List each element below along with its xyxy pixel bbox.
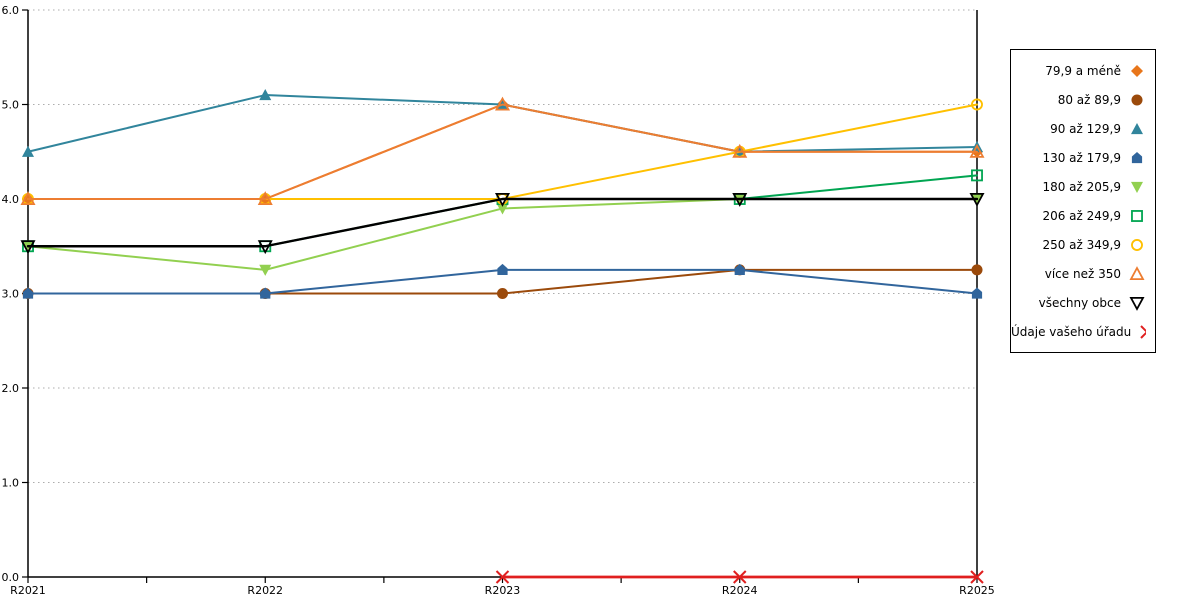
legend-marker-triangle-up-icon: [1131, 122, 1143, 134]
legend-marker-triangle-up-open-icon: [1129, 265, 1145, 280]
marker-triangle-up-open-vice-nez-350: [257, 191, 273, 205]
marker-triangle-up-90-az-129-9: [259, 89, 272, 101]
y-tick-label: 3.0: [2, 288, 20, 301]
legend-marker-diamond-icon: [1131, 64, 1143, 77]
marker-triangle-up-open-vice-nez-350: [20, 191, 36, 205]
legend-label: 90 až 129,9: [1050, 121, 1121, 136]
legend-label: Údaje vašeho úřadu: [1011, 324, 1132, 339]
legend-label: všechny obce: [1038, 295, 1121, 310]
legend-item-udaje-vaseho-uradu: Údaje vašeho úřadu: [1011, 317, 1155, 346]
legend-label: 180 až 205,9: [1042, 179, 1121, 194]
x-tick-label: R2022: [247, 584, 283, 597]
y-tick-label: 6.0: [2, 4, 20, 17]
legend-marker-triangle-down-open-icon: [1129, 296, 1145, 311]
marker-x-udaje-vaseho-uradu: [733, 570, 747, 584]
legend-marker-pentagon-icon: [1131, 151, 1143, 163]
legend-item-206-az-249-9: 206 až 249,9: [1011, 201, 1155, 230]
marker-triangle-up-open-vice-nez-350: [494, 96, 511, 111]
marker-triangle-down-open-vsechny-obce: [494, 193, 511, 207]
legend-marker-circle-open-icon: [1131, 238, 1143, 251]
marker-square-open-206-az-249-9: [971, 169, 983, 182]
marker-x-udaje-vaseho-uradu: [495, 570, 510, 584]
legend-label: 250 až 349,9: [1042, 237, 1121, 252]
marker-x-udaje-vaseho-uradu: [970, 570, 984, 584]
legend-label: 79,9 a méně: [1045, 63, 1121, 78]
legend-marker-pentagon-icon: [1131, 151, 1143, 163]
marker-triangle-down-180-az-205-9: [496, 203, 509, 215]
legend-item-80-az-89-9: 80 až 89,9: [1011, 85, 1155, 114]
series-vice-nez-350: [20, 96, 985, 205]
series-udaje-vaseho-uradu: [495, 570, 984, 584]
legend-item-90-az-129-9: 90 až 129,9: [1011, 114, 1155, 143]
marker-triangle-down-open-vsechny-obce: [732, 193, 748, 207]
legend-marker-circle-icon: [1131, 93, 1143, 106]
legend-marker-x-icon: [1140, 324, 1146, 339]
series-line-vice-nez-350: [27, 103, 978, 200]
legend-marker-circle-open-icon: [1131, 238, 1143, 251]
series-vsechny-obce: [20, 193, 985, 255]
legend-label: 130 až 179,9: [1042, 150, 1121, 165]
marker-pentagon-130-az-179-9: [260, 287, 271, 299]
marker-triangle-up-open-vice-nez-350: [969, 143, 985, 158]
legend-marker-diamond-icon: [1131, 64, 1143, 77]
marker-triangle-down-open-vsechny-obce: [257, 240, 273, 255]
legend-item-vsechny-obce: všechny obce: [1011, 288, 1155, 317]
marker-triangle-up-open-vice-nez-350: [732, 143, 748, 158]
marker-circle-open-250-az-349-9: [971, 98, 983, 111]
x-tick-label: R2024: [722, 584, 758, 597]
y-tick-label: 1.0: [2, 477, 20, 490]
series-line-vsechny-obce: [26, 197, 979, 248]
legend-marker-triangle-up-icon: [1131, 122, 1143, 134]
y-tick-label: 0.0: [2, 571, 20, 584]
legend-item-250-az-349-9: 250 až 349,9: [1011, 230, 1155, 259]
marker-pentagon-130-az-179-9: [971, 287, 983, 299]
y-tick-label: 5.0: [2, 99, 20, 112]
marker-pentagon-130-az-179-9: [497, 263, 508, 275]
legend-item-180-az-205-9: 180 až 205,9: [1011, 172, 1155, 201]
marker-pentagon-130-az-179-9: [22, 287, 34, 299]
x-tick-label: R2021: [10, 584, 46, 597]
legend: 79,9 a méně 80 až 89,9 90 až 129,9 130 až 1…: [1010, 49, 1156, 353]
legend-marker-triangle-down-open-icon: [1129, 296, 1145, 311]
legend-marker-triangle-up-open-icon: [1129, 265, 1145, 280]
legend-label: více než 350: [1044, 266, 1121, 281]
line-chart: 0.0 1.0 2.0 3.0 4.0 5.0 6.0 R2021 R2022 R2023 R202…: [2, 4, 995, 597]
marker-pentagon-130-az-179-9: [734, 263, 745, 275]
y-tick-label: 4.0: [2, 193, 20, 206]
legend-item-130-az-179-9: 130 až 179,9: [1011, 143, 1155, 172]
x-tick-label: R2025: [959, 584, 995, 597]
legend-marker-triangle-down-icon: [1131, 181, 1143, 193]
legend-label: 80 až 89,9: [1057, 92, 1121, 107]
x-tick-label: R2023: [485, 584, 521, 597]
legend-marker-x-icon: [1140, 324, 1146, 339]
legend-marker-circle-icon: [1131, 93, 1143, 106]
marker-triangle-down-open-vsechny-obce: [20, 240, 36, 255]
legend-item-vice-nez-350: více než 350: [1011, 259, 1155, 288]
legend-marker-square-open-icon: [1131, 209, 1143, 222]
marker-triangle-down-180-az-205-9: [259, 264, 272, 276]
legend-label: 206 až 249,9: [1042, 208, 1121, 223]
marker-triangle-down-open-vsechny-obce: [969, 193, 985, 207]
marker-circle-80-az-89-9: [496, 287, 509, 300]
legend-item-79-9-a-mene: 79,9 a méně: [1011, 56, 1155, 85]
marker-triangle-up-90-az-129-9: [22, 145, 34, 157]
y-tick-label: 2.0: [2, 382, 20, 395]
legend-marker-square-open-icon: [1131, 209, 1143, 222]
series-130-az-179-9: [22, 263, 983, 299]
legend-marker-triangle-down-icon: [1131, 181, 1143, 193]
marker-circle-80-az-89-9: [971, 264, 983, 276]
